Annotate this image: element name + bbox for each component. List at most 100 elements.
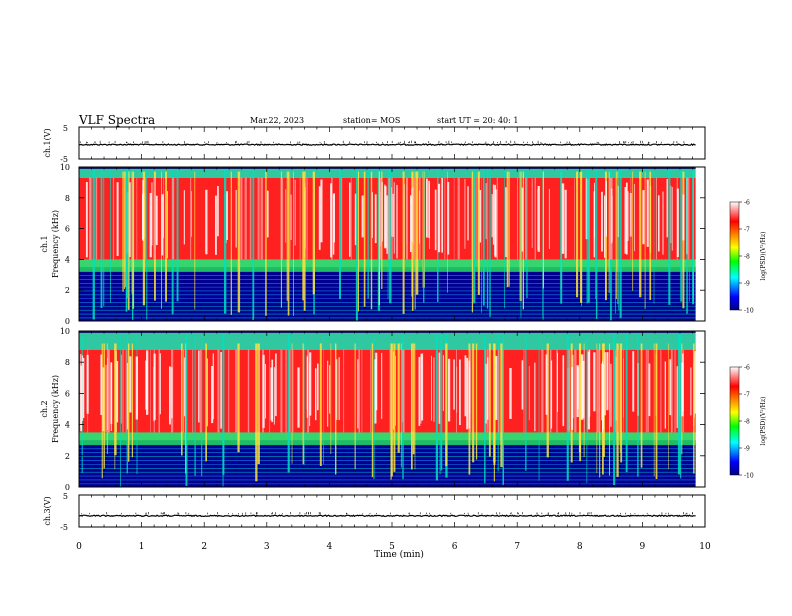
spectral-streak <box>350 177 352 260</box>
spectral-streak <box>381 352 383 419</box>
spectral-streak <box>630 177 632 260</box>
spectral-streak <box>668 343 669 470</box>
spectral-streak <box>632 351 635 412</box>
low-band <box>79 267 696 321</box>
spectral-streak <box>584 349 585 433</box>
spectral-streak <box>617 171 619 305</box>
spectral-streak <box>486 170 489 309</box>
y-tick-label: 2 <box>65 452 70 461</box>
spectral-streak <box>440 334 443 471</box>
spectral-streak <box>593 191 596 258</box>
spectral-streak <box>294 179 296 246</box>
spectral-streak <box>413 177 415 260</box>
spectral-streak <box>485 363 487 424</box>
spectral-streak <box>506 171 509 287</box>
spectral-streak <box>618 170 620 311</box>
spectral-streak <box>577 366 579 410</box>
spectral-streak <box>442 355 444 411</box>
colorbar-tick-label: -6 <box>744 365 750 372</box>
spectral-streak <box>190 177 192 260</box>
x-tick-label: 10 <box>699 542 711 552</box>
spectral-streak <box>674 349 676 433</box>
spectral-streak <box>240 177 243 260</box>
spectral-streak <box>502 334 504 485</box>
spectral-streak <box>271 359 274 423</box>
spectral-streak <box>103 170 105 307</box>
colorbar-tick-label: -9 <box>744 281 750 288</box>
spectral-streak <box>531 178 533 249</box>
spectral-streak <box>447 182 450 255</box>
spectral-streak <box>172 177 175 260</box>
spectral-streak <box>205 189 208 255</box>
ch1-voltage-panel: 5 -5 ch.1(V) <box>43 124 706 164</box>
spectral-streak <box>307 349 310 433</box>
spectral-streak <box>410 195 413 252</box>
x-tick-label: 1 <box>139 542 145 552</box>
spectral-streak <box>378 171 380 305</box>
spectral-streak <box>280 349 283 433</box>
spectral-streak <box>585 178 588 240</box>
spectral-streak <box>397 343 400 453</box>
spectral-streak <box>534 362 536 432</box>
y-tick-label: -5 <box>60 523 68 532</box>
x-tick-label: 3 <box>264 542 270 552</box>
spectral-streak <box>122 171 124 292</box>
spectral-streak <box>142 179 144 241</box>
spectral-streak <box>317 363 319 411</box>
spectral-streak <box>206 358 208 427</box>
spectral-streak <box>306 177 308 260</box>
spectral-streak <box>625 334 628 473</box>
spectral-streak <box>389 170 392 304</box>
spectral-streak <box>666 179 668 238</box>
spectral-streak <box>677 334 681 475</box>
x-tick-label: 9 <box>640 542 646 552</box>
figure-title: VLF Spectra <box>78 113 155 127</box>
spectral-streak <box>108 349 109 433</box>
spectral-streak <box>645 349 647 433</box>
station-label: station= MOS <box>343 116 400 125</box>
spectral-streak <box>185 334 188 486</box>
spectral-streak <box>435 334 438 481</box>
spectral-streak <box>545 354 548 415</box>
spectral-streak <box>126 362 128 430</box>
spectral-streak <box>616 343 619 477</box>
spectral-streak <box>489 170 491 317</box>
spectral-streak <box>320 179 323 243</box>
spectral-streak <box>522 171 524 310</box>
spectral-streak <box>116 361 119 423</box>
spectral-streak <box>266 190 269 238</box>
spectral-streak <box>380 177 383 260</box>
spectral-streak <box>690 367 692 416</box>
spectral-streak <box>517 177 518 260</box>
spectral-streak <box>491 194 493 238</box>
colorbar-scale <box>729 366 740 476</box>
spectral-streak <box>150 349 151 433</box>
spectral-streak <box>400 343 402 468</box>
top-edge <box>79 167 696 169</box>
spectral-streak <box>237 171 241 313</box>
spectral-streak <box>593 352 596 412</box>
spectral-streak <box>547 349 549 433</box>
spectral-streak <box>610 363 612 427</box>
spectral-streak <box>132 171 135 309</box>
spectral-streak <box>128 182 131 257</box>
spectral-streak <box>192 349 194 433</box>
spectral-streak <box>355 170 358 321</box>
spectral-streak <box>437 170 439 302</box>
spectral-streak <box>144 177 147 260</box>
spectral-streak <box>388 177 391 260</box>
spectral-streak <box>542 171 544 289</box>
spectral-streak <box>289 177 291 260</box>
spectral-streak <box>433 357 435 422</box>
spectral-streak <box>682 194 685 241</box>
spectral-streak <box>163 193 164 238</box>
spectral-streak <box>125 349 127 433</box>
spectral-streak <box>670 349 672 433</box>
spectral-streak <box>481 170 482 313</box>
spectral-streak <box>476 177 477 260</box>
spectral-streak <box>299 177 301 260</box>
spectral-streak <box>358 349 360 433</box>
spectral-streak <box>599 343 601 478</box>
spectral-streak <box>595 170 596 300</box>
